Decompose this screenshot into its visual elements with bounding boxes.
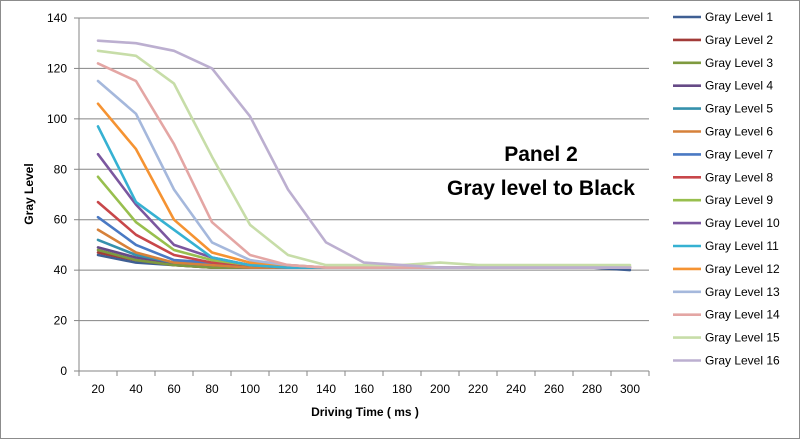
legend-label: Gray Level 15 xyxy=(705,331,780,345)
x-tick-label: 20 xyxy=(91,382,105,396)
x-tick-label: 220 xyxy=(468,382,488,396)
x-tick-label: 240 xyxy=(506,382,526,396)
x-tick-label: 180 xyxy=(392,382,412,396)
x-tick-label: 60 xyxy=(167,382,181,396)
x-tick-label: 300 xyxy=(620,382,640,396)
legend-label: Gray Level 13 xyxy=(705,285,780,299)
y-tick-label: 0 xyxy=(60,364,67,378)
x-tick-label: 40 xyxy=(129,382,143,396)
x-tick-label: 260 xyxy=(544,382,564,396)
series-line xyxy=(96,215,632,269)
x-tick-label: 280 xyxy=(582,382,602,396)
y-tick-label: 60 xyxy=(54,213,68,227)
legend-label: Gray Level 7 xyxy=(705,147,773,161)
legend-label: Gray Level 9 xyxy=(705,193,773,207)
legend-label: Gray Level 10 xyxy=(705,216,780,230)
x-axis-label: Driving Time ( ms ) xyxy=(311,405,419,419)
chart-title-line1: Panel 2 xyxy=(504,143,578,166)
legend-label: Gray Level 16 xyxy=(705,354,780,368)
legend-label: Gray Level 6 xyxy=(705,125,773,139)
legend-label: Gray Level 4 xyxy=(705,79,773,93)
legend: Gray Level 1 Gray Level 2 Gray Level 3 Gray… xyxy=(673,10,780,368)
y-tick-label: 80 xyxy=(54,162,68,176)
x-tick-label: 80 xyxy=(205,382,219,396)
y-tick-label: 20 xyxy=(54,314,68,328)
y-tick-label: 140 xyxy=(47,11,67,25)
legend-label: Gray Level 11 xyxy=(705,239,779,253)
legend-label: Gray Level 5 xyxy=(705,102,773,116)
series-line xyxy=(96,200,632,269)
legend-label: Gray Level 2 xyxy=(705,33,773,47)
x-tick-label: 160 xyxy=(354,382,374,396)
y-axis-label: Gray Level xyxy=(22,163,36,224)
legend-label: Gray Level 1 xyxy=(705,10,773,24)
legend-label: Gray Level 8 xyxy=(705,170,773,184)
y-axis-ticks: 0 20 40 60 80 100 120 140 xyxy=(47,11,79,378)
y-tick-label: 40 xyxy=(54,263,68,277)
series-lines xyxy=(96,39,632,272)
series-line xyxy=(96,79,632,269)
series-line xyxy=(96,49,632,267)
y-tick-label: 120 xyxy=(47,61,67,75)
x-tick-label: 200 xyxy=(430,382,450,396)
x-tick-label: 120 xyxy=(278,382,298,396)
legend-label: Gray Level 3 xyxy=(705,56,773,70)
series-line xyxy=(96,39,632,269)
x-tick-label: 100 xyxy=(240,382,260,396)
chart-title-line2: Gray level to Black xyxy=(447,177,635,200)
legend-label: Gray Level 12 xyxy=(705,262,780,276)
legend-label: Gray Level 14 xyxy=(705,308,780,322)
x-axis-ticks: 20 40 60 80 100 120 140 160 180 200 220 240 260 280 30… xyxy=(78,371,650,396)
x-tick-label: 140 xyxy=(316,382,336,396)
y-tick-label: 100 xyxy=(47,112,67,126)
